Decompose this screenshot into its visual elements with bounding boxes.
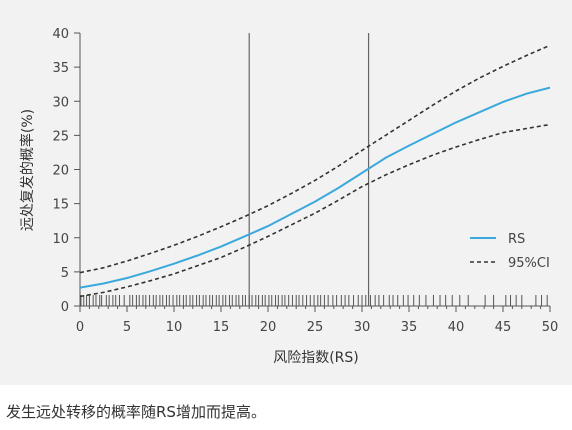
y-axis-title: 远处复发的概率(%) — [19, 109, 36, 231]
x-tick-label: 25 — [307, 320, 324, 335]
x-tick-label: 45 — [495, 320, 512, 335]
legend-label-ci: 95%CI — [508, 256, 550, 271]
y-tick-label: 35 — [52, 61, 69, 76]
x-tick-label: 30 — [354, 320, 371, 335]
y-tick-label: 5 — [61, 266, 69, 281]
plot-area: 0 5 10 15 20 25 30 35 40 0 5 10 15 20 25 30 35 40 45 50 — [52, 27, 558, 335]
legend-label-rs: RS — [508, 232, 525, 247]
x-tick-label: 50 — [542, 320, 559, 335]
figure-caption: 发生远处转移的概率随RS增加而提高。 — [6, 403, 266, 421]
x-axis-title: 风险指数(RS) — [273, 350, 359, 366]
rs-line — [79, 86, 551, 289]
y-tick-label: 0 — [61, 300, 69, 315]
y-tick-label: 10 — [52, 232, 69, 247]
y-tick-label: 40 — [52, 27, 69, 42]
legend: RS 95%CI — [470, 232, 550, 271]
probability-chart: 0 5 10 15 20 25 30 35 40 0 5 10 15 20 25 30 35 40 45 50 风险指… — [19, 27, 558, 366]
y-tick-label: 20 — [52, 164, 69, 179]
y-tick-label: 30 — [52, 95, 69, 110]
ci-upper-line — [79, 44, 551, 274]
ci-lower-line — [79, 123, 551, 298]
x-tick-label: 0 — [76, 320, 84, 335]
y-tick-label: 25 — [52, 129, 69, 144]
chart-panel: 0 5 10 15 20 25 30 35 40 0 5 10 15 20 25 30 35 40 45 50 风险指… — [0, 0, 572, 385]
x-tick-label: 20 — [260, 320, 277, 335]
x-tick-label: 40 — [448, 320, 465, 335]
x-tick-label: 10 — [166, 320, 183, 335]
x-tick-label: 5 — [123, 320, 131, 335]
y-tick-label: 15 — [52, 198, 69, 213]
x-tick-label: 15 — [213, 320, 230, 335]
x-tick-label: 35 — [401, 320, 418, 335]
